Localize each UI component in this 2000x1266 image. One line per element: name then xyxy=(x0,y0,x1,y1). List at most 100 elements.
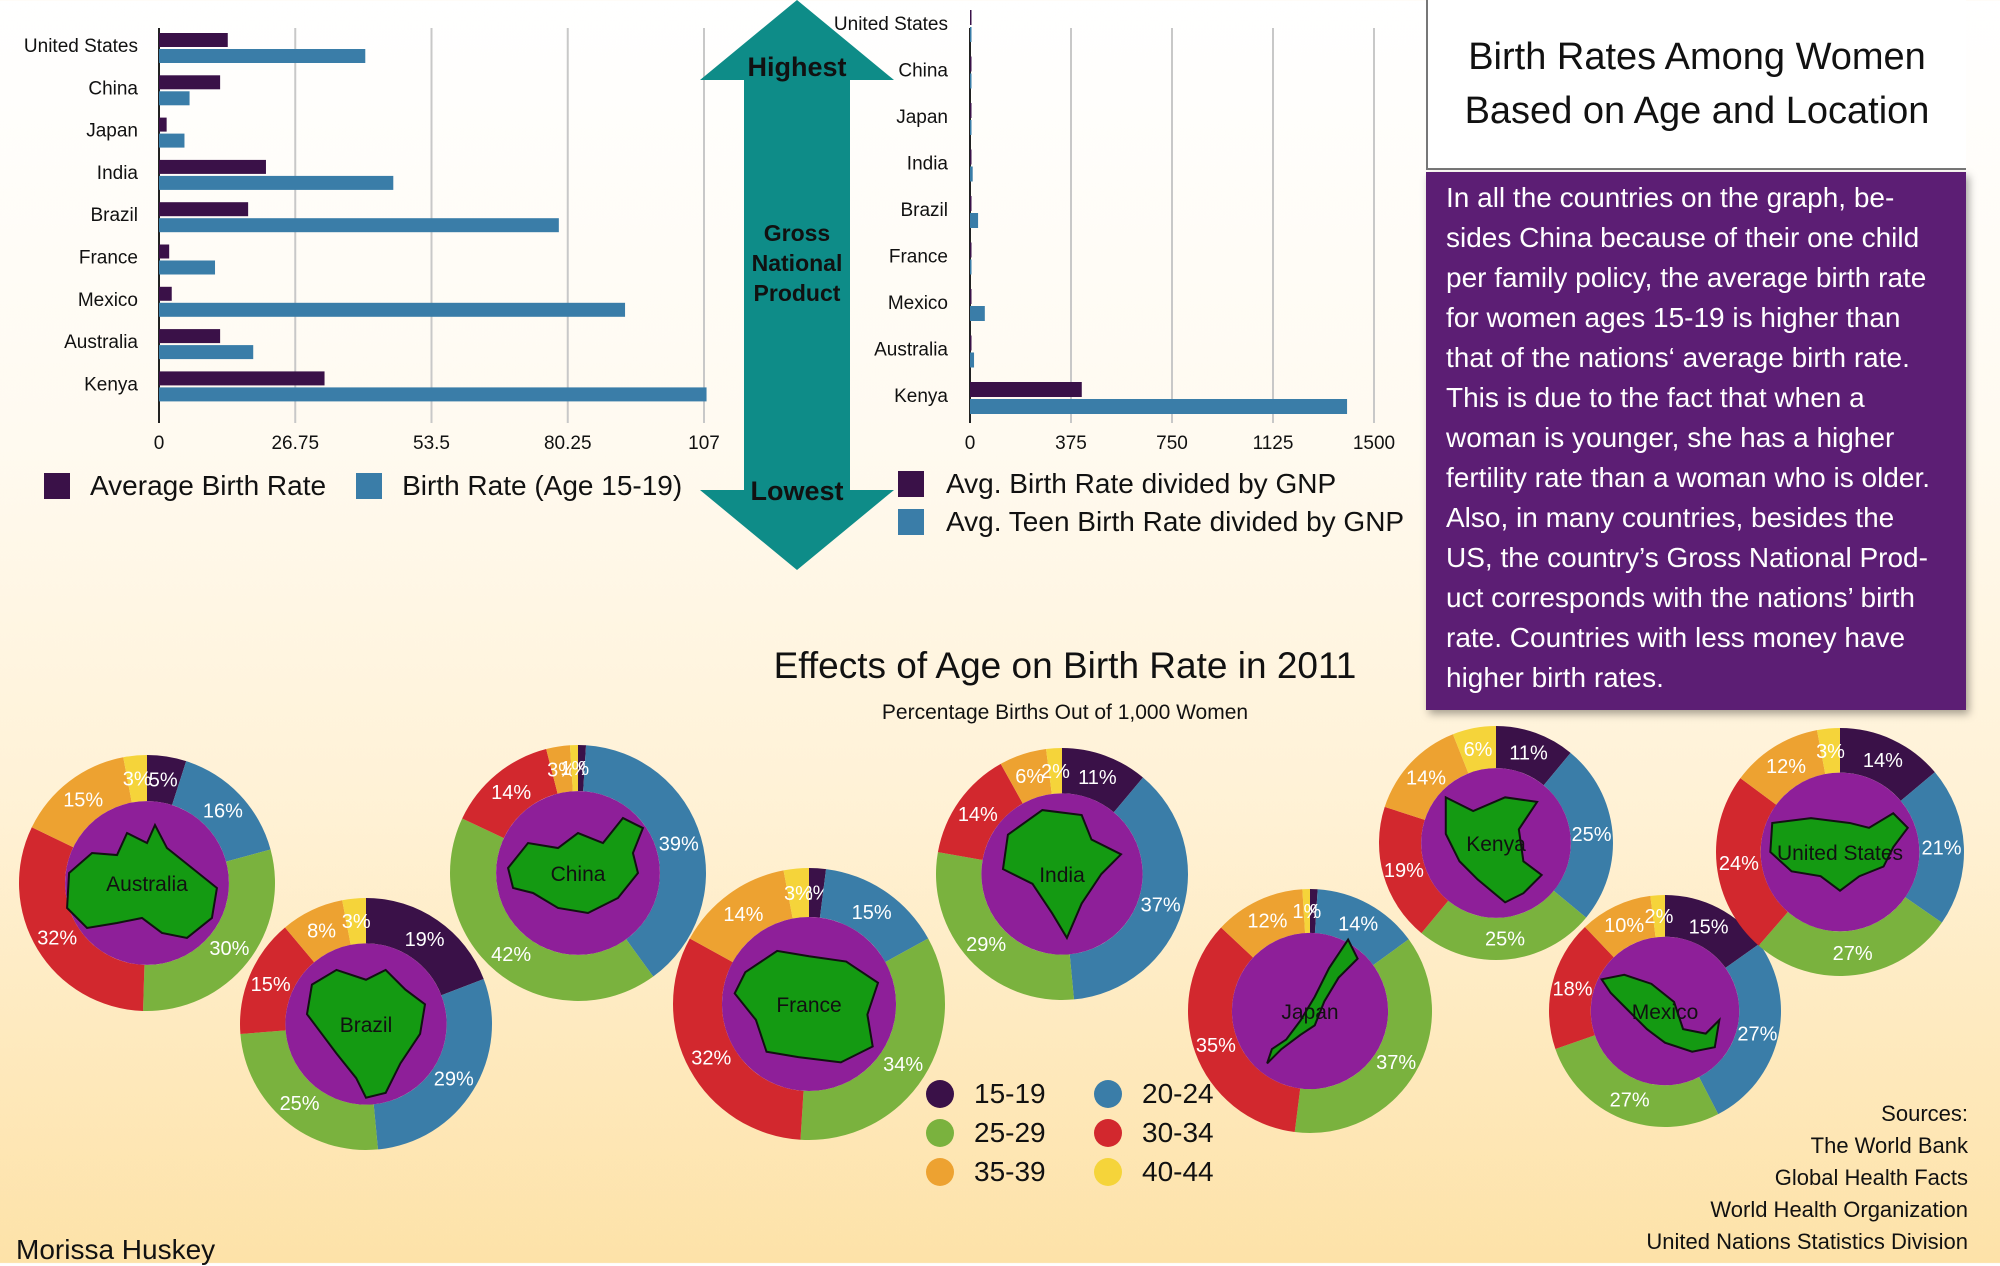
donut-slice-brazil xyxy=(342,898,366,945)
chart1-bar-avg xyxy=(159,371,325,386)
donut-slice-india xyxy=(937,763,1023,860)
donut-slice-label-india: 14% xyxy=(958,804,998,826)
map-china xyxy=(506,816,645,915)
donut-slice-japan xyxy=(1310,889,1318,934)
legend-swatch-avg xyxy=(44,473,70,499)
donut-country-name-brazil: Brazil xyxy=(340,1014,393,1037)
donut-slice-brazil xyxy=(240,927,315,1034)
legend-label-avg-gnp: Avg. Birth Rate divided by GNP xyxy=(946,468,1337,499)
donut-slice-label-united-states: 27% xyxy=(1833,943,1873,965)
chart2-bar-teen xyxy=(970,213,979,228)
chart1-bar-teen xyxy=(159,218,559,233)
donut-slice-label-united-states: 3% xyxy=(1816,741,1845,763)
chart2-bar-teen xyxy=(970,259,972,275)
chart2-x-tick-label: 375 xyxy=(1055,433,1087,450)
donut-slice-label-kenya: 11% xyxy=(1509,743,1548,765)
legend-label-teen: Birth Rate (Age 15-19) xyxy=(402,470,683,501)
donut-slice-japan xyxy=(1188,927,1301,1133)
chart2-bar-avg xyxy=(970,196,972,211)
donut-slice-label-kenya: 19% xyxy=(1384,860,1424,882)
donut-country-name-united-states: United States xyxy=(1777,842,1903,865)
chart1-bar-avg xyxy=(159,286,172,301)
chart2-category-label: United States xyxy=(834,14,948,35)
legend-label-avg: Average Birth Rate xyxy=(90,470,327,501)
donut-slice-china xyxy=(569,745,578,792)
donut-slice-united-states xyxy=(1900,772,1964,923)
donut-slice-label-australia: 3% xyxy=(123,768,152,790)
donut-slice-label-kenya: 25% xyxy=(1485,929,1525,951)
chart2-bar-teen xyxy=(970,306,985,321)
donut-slice-india xyxy=(1069,777,1189,1000)
source-item: United Nations Statistics Division xyxy=(1646,1229,1968,1254)
chart1-bar-teen xyxy=(159,91,190,106)
donut-china: 1%39%42%14%3%1%China xyxy=(450,745,706,1002)
chart2-bar-avg xyxy=(970,56,972,72)
chart2-bar-teen xyxy=(970,352,975,368)
age-label-30-34: 30-34 xyxy=(1142,1117,1214,1148)
donut-country-name-australia: Australia xyxy=(106,873,188,896)
age-dot-15-19 xyxy=(926,1080,954,1108)
donut-kenya: 11% 25% 25% 19% 14% 6% Kenya xyxy=(1379,726,1613,960)
donut-slice-brazil xyxy=(240,1030,378,1150)
chart1-category-label: Kenya xyxy=(84,374,138,395)
chart2-category-label: Brazil xyxy=(900,200,948,221)
donut-slice-label-mexico: 27% xyxy=(1737,1023,1777,1045)
chart2-category-label: France xyxy=(889,247,948,268)
donut-slice-brazil xyxy=(373,979,492,1150)
donut-slice-china xyxy=(546,745,573,794)
donut-slice-label-kenya: 25% xyxy=(1571,824,1611,846)
donut-slice-label-japan: 12% xyxy=(1247,910,1287,932)
chart2-category-label: Mexico xyxy=(888,293,948,314)
donut-slice-france xyxy=(783,868,809,919)
arrow-lowest-label: Lowest xyxy=(750,476,844,506)
donut-slice-label-japan: 1% xyxy=(1292,901,1321,923)
donut-country-name-kenya: Kenya xyxy=(1466,833,1526,856)
donut-slice-kenya xyxy=(1452,726,1496,774)
donut-slice-label-france: 15% xyxy=(852,902,892,924)
donut-slice-label-kenya: 14% xyxy=(1406,767,1446,789)
donut-india: 11% 37% 29% 14% 6%2% India xyxy=(936,748,1189,1000)
donut-slice-kenya xyxy=(1379,806,1449,934)
chart1-bar-avg xyxy=(159,244,170,259)
donut-slice-label-japan: 35% xyxy=(1196,1035,1236,1057)
donut-slice-label-japan: 14% xyxy=(1338,913,1378,935)
chart2-bar-avg xyxy=(970,335,972,351)
donut-mexico: 15% 27% 27% 18% 10% 2% Mexico xyxy=(1549,895,1782,1127)
chart2-bar-teen xyxy=(970,27,972,42)
donut-slice-australia xyxy=(143,849,275,1011)
donut-slice-india xyxy=(1046,748,1062,795)
gnp-arrow xyxy=(700,0,894,570)
donut-slice-japan xyxy=(1221,889,1306,958)
source-item: The World Bank xyxy=(1810,1133,1968,1158)
chart1-category-label: United States xyxy=(24,36,138,57)
arrow-highest-label: Highest xyxy=(747,52,847,82)
age-dot-25-29 xyxy=(926,1119,954,1147)
donut-japan: 1%14%37%35%12% 1%Japan xyxy=(1188,889,1432,1133)
donut-slice-label-france: 32% xyxy=(691,1048,731,1070)
donut-slice-label-mexico: 18% xyxy=(1553,979,1593,1001)
chart2-category-label: China xyxy=(898,61,948,82)
donut-slice-label-australia: 15% xyxy=(63,790,103,812)
chart2-category-label: India xyxy=(907,154,949,175)
age-label-40-44: 40-44 xyxy=(1142,1156,1214,1187)
chart1-bar-teen xyxy=(159,175,394,190)
chart1-x-tick-label: 80.25 xyxy=(544,433,592,450)
chart1-bar-teen xyxy=(159,302,626,317)
map-mexico xyxy=(1599,973,1721,1053)
donut-slice-label-china: 3% xyxy=(547,759,576,781)
donut-slice-france xyxy=(809,868,827,918)
donut-slice-india xyxy=(936,852,1074,1000)
chart1-bar-teen xyxy=(159,49,366,63)
age-label-25-29: 25-29 xyxy=(974,1117,1046,1148)
donut-country-name-india: India xyxy=(1039,864,1085,887)
donut-slice-japan xyxy=(1302,889,1310,934)
chart2-bar-teen xyxy=(970,120,972,135)
donut-slice-label-india: 37% xyxy=(1141,895,1181,917)
donut-brazil: 19% 29% 25% 15% 8% 3% Brazil xyxy=(240,898,492,1150)
donut-slice-label-france: 34% xyxy=(883,1054,923,1076)
chart1-category-label: Japan xyxy=(86,121,138,142)
age-label-15-19: 15-19 xyxy=(974,1078,1046,1109)
chart1-x-tick-label: 26.75 xyxy=(271,433,319,450)
donut-slice-label-brazil: 25% xyxy=(280,1093,320,1115)
chart2-bar-avg xyxy=(970,289,972,304)
